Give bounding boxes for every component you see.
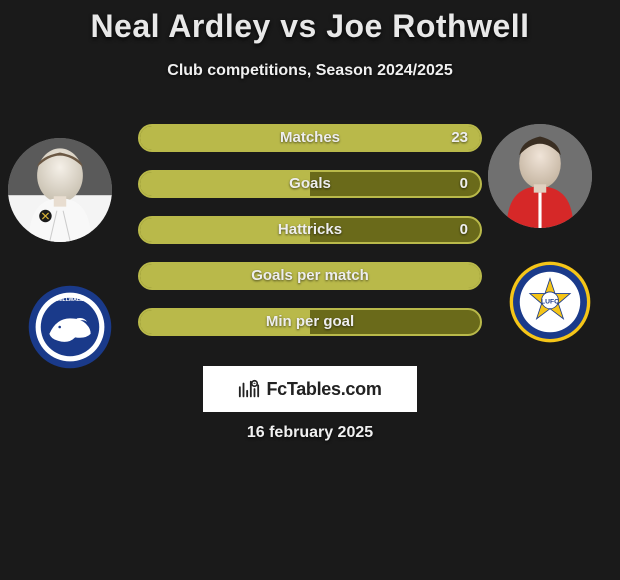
player-left-avatar: [8, 138, 112, 242]
svg-text:MILLWALL: MILLWALL: [57, 297, 83, 303]
stat-bar: Hattricks 0: [138, 216, 482, 244]
stat-bars: Matches 23 Goals 0 Hattricks 0 Goals per…: [138, 124, 482, 354]
stat-bar: Min per goal: [138, 308, 482, 336]
comparison-card: Neal Ardley vs Joe Rothwell Club competi…: [0, 0, 620, 580]
stat-bar-label: Hattricks: [140, 218, 480, 242]
club-left-badge: MILLWALL: [27, 284, 113, 370]
club-right-badge: LUFC: [508, 260, 592, 344]
page-title: Neal Ardley vs Joe Rothwell: [0, 8, 620, 45]
stat-bar-label: Goals per match: [140, 264, 480, 288]
stat-bar: Goals 0: [138, 170, 482, 198]
brand-text: FcTables.com: [266, 379, 381, 400]
stat-bar: Goals per match: [138, 262, 482, 290]
stat-bar-label: Goals: [140, 172, 480, 196]
stat-bar-value: 0: [460, 172, 468, 196]
stat-bar-label: Matches: [140, 126, 480, 150]
stat-bar-value: 23: [451, 126, 468, 150]
page-subtitle: Club competitions, Season 2024/2025: [0, 62, 620, 80]
player-right-avatar: [488, 124, 592, 228]
stat-bar: Matches 23: [138, 124, 482, 152]
stat-bar-label: Min per goal: [140, 310, 480, 334]
brand-plate: FcTables.com: [203, 366, 417, 412]
date-text: 16 february 2025: [0, 424, 620, 442]
svg-text:LUFC: LUFC: [541, 299, 559, 306]
stat-bar-value: 0: [460, 218, 468, 242]
brand-logo-icon: [238, 378, 260, 400]
